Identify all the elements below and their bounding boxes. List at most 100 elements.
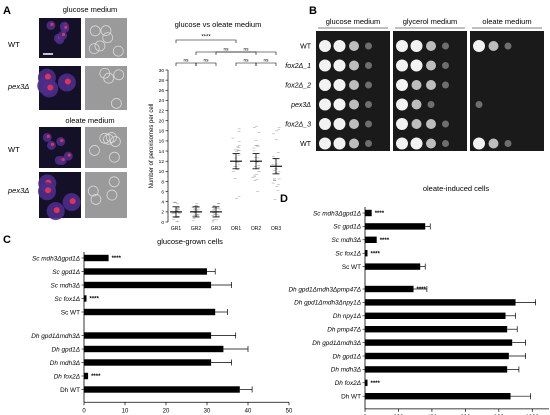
panel-a-row-labels: WT pex3Δ WT pex3Δ <box>7 40 29 195</box>
significance-label: **** <box>371 251 381 257</box>
bar <box>84 281 212 289</box>
y-tick-label: 6 <box>161 189 164 195</box>
colony-spot <box>410 59 423 72</box>
category-label: Sc fox1Δ <box>335 251 361 258</box>
colony-spot <box>442 120 449 128</box>
colony-spot <box>365 81 372 89</box>
strain-label: fox2Δ_1 <box>285 63 311 70</box>
category-label: Sc WT <box>61 309 80 316</box>
significance-label: ns <box>223 48 229 53</box>
cell-outline <box>88 43 100 55</box>
significance-label: **** <box>91 374 101 380</box>
strain-label: WT <box>300 141 312 148</box>
colony-spot <box>349 119 359 129</box>
y-tick-label: 24 <box>159 98 165 104</box>
strain-label: pex3Δ <box>290 102 311 109</box>
significance-bracket <box>195 62 217 66</box>
bar <box>84 372 89 380</box>
peroxisome-spot <box>45 187 52 194</box>
category-label: Dh WT <box>60 387 80 394</box>
category-label: Dh gpd1Δmdh3Δ <box>312 340 361 347</box>
panel-a-oleate-label: oleate medium <box>65 116 114 125</box>
chart-title: glucose-grown cells <box>157 237 223 246</box>
cell-outline <box>113 69 125 81</box>
colony-spot <box>319 98 331 111</box>
x-tick-label: OR3 <box>271 226 282 232</box>
category-label: Dh gpd1Δmdh3Δpmp47Δ <box>288 286 361 293</box>
peroxisome-spot <box>47 84 54 91</box>
colony-spot <box>488 138 499 149</box>
y-tick-label: 8 <box>161 179 164 185</box>
category-label: Dh gpd1Δmdh3Δ <box>31 333 80 340</box>
bar <box>365 366 508 373</box>
colony-spot <box>349 80 359 90</box>
strain-label: fox2Δ_3 <box>285 122 311 129</box>
bar <box>365 285 414 293</box>
panel-letter-a: A <box>3 5 11 17</box>
plate-background <box>393 31 467 151</box>
x-tick-label: 0 <box>82 408 86 414</box>
colony-spot <box>442 42 449 50</box>
colony-spot <box>349 99 359 110</box>
significance-label: ns <box>243 48 249 53</box>
significance-label: **** <box>90 297 100 303</box>
bar <box>365 379 368 386</box>
colony-spot <box>319 59 331 72</box>
bar <box>365 352 509 360</box>
y-tick-label: 4 <box>161 200 164 206</box>
category-label: Sc fox1Δ <box>54 296 80 303</box>
colony-spot <box>365 62 372 69</box>
bar <box>84 386 240 393</box>
x-tick-label: OR2 <box>251 226 262 232</box>
bar <box>365 223 426 230</box>
colony-spot <box>427 101 435 108</box>
peroxisome-count-plot: glucose vs oleate medium0246810121416182… <box>149 20 282 232</box>
category-label: Dh gpd1Δmdh3Δnpy1Δ <box>294 300 361 307</box>
bar <box>84 359 212 366</box>
colony-spot <box>442 140 449 147</box>
bar <box>365 326 508 333</box>
significance-bracket <box>215 51 277 55</box>
category-label: Sc mdh3Δgpd1Δ <box>313 210 361 217</box>
y-tick-label: 2 <box>161 210 164 216</box>
colony-spot <box>442 62 449 69</box>
peroxisome-spot <box>61 158 65 162</box>
y-tick-label: 22 <box>159 108 165 114</box>
y-tick-label: 10 <box>159 169 165 175</box>
cell-outline <box>109 136 121 147</box>
bar <box>84 345 224 353</box>
colony-spot <box>333 118 346 130</box>
colony-spot <box>365 101 372 108</box>
cell-outline <box>106 189 118 201</box>
y-tick-label: 12 <box>159 159 165 165</box>
colony-spot <box>410 137 423 150</box>
x-tick-label: 20 <box>163 408 170 414</box>
category-label: Dh pmp47Δ <box>327 327 361 334</box>
x-tick-label: 30 <box>204 408 211 414</box>
colony-spot <box>319 118 331 130</box>
panel-letter-c: C <box>3 234 11 246</box>
cell-outline <box>108 151 120 163</box>
colony-spot <box>333 98 346 111</box>
peroxisome-spot <box>50 22 54 27</box>
colony-spot <box>333 79 346 91</box>
colony-spot <box>426 60 436 71</box>
significance-label: **** <box>371 381 381 387</box>
bar <box>84 254 109 262</box>
x-tick-label: GR2 <box>191 226 202 232</box>
colony-spot <box>504 140 512 147</box>
colony-spot <box>319 79 331 91</box>
panel-letter-d: D <box>280 193 288 205</box>
colony-spot <box>411 119 422 129</box>
x-tick-label: 10 <box>122 408 129 414</box>
significance-label: ns <box>243 59 249 64</box>
bar <box>365 339 513 346</box>
category-label: Dh fox2Δ <box>54 373 80 380</box>
colony-spot <box>349 60 359 71</box>
category-label: Dh gpd1Δ <box>333 353 361 360</box>
colony-spot <box>411 99 422 110</box>
category-label: Sc mdh3Δ <box>331 237 361 244</box>
category-label: Sc mdh3Δgpd1Δ <box>32 255 80 262</box>
peroxisome-spot <box>67 153 71 157</box>
glucose-grown-bar-chart: glucose-grown cells01020304050C8:0 β-oxi… <box>31 237 293 414</box>
